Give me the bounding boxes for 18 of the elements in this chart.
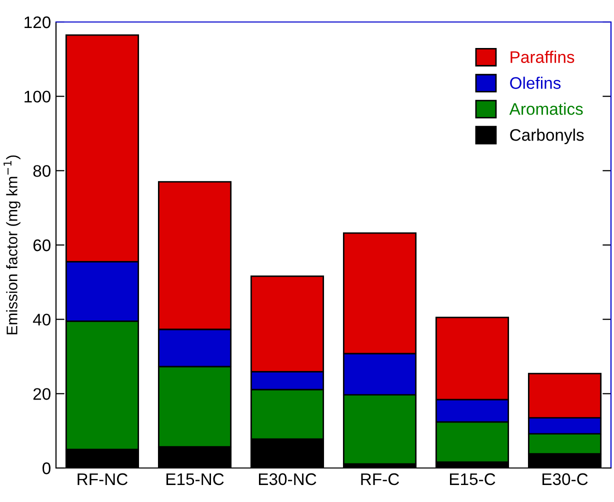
legend-label: Carbonyls <box>510 128 584 144</box>
x-tick-label: E30-NC <box>258 473 316 486</box>
y-axis-title: Emission factor (mg km$^{−1}$) <box>4 155 20 334</box>
x-tick-label: E30-C <box>542 473 588 486</box>
x-tick-label: RF-NC <box>78 473 128 486</box>
x-tick-label: E15-C <box>450 473 496 486</box>
y-tick-label: 20 <box>33 388 50 400</box>
y-tick-label: 120 <box>24 16 50 28</box>
y-tick-label: 100 <box>24 90 50 103</box>
y-tick-label: 60 <box>33 239 50 252</box>
y-tick-label: 0 <box>42 462 50 474</box>
y-tick-label: 80 <box>33 165 50 177</box>
legend-label: Aromatics <box>509 102 583 115</box>
legend-label: Olefins <box>510 76 561 89</box>
x-tick-label: E15-NC <box>166 473 224 486</box>
legend-label: Paraffins <box>510 50 574 63</box>
x-tick-label: RF-C <box>361 473 400 486</box>
y-tick-label: 40 <box>32 314 50 326</box>
